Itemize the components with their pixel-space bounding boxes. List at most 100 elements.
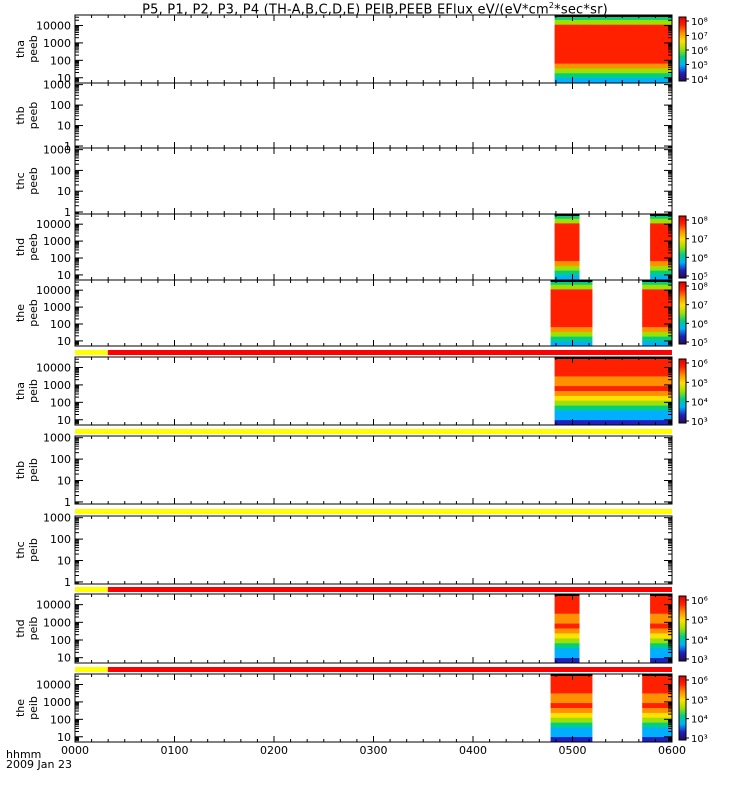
colorbar-tick-label: 10⁶	[691, 319, 708, 330]
colorbar	[678, 215, 687, 279]
panel-frame	[74, 213, 673, 281]
spectrogram-cell	[642, 336, 672, 342]
title-suffix: *sec*sr)	[554, 2, 608, 18]
spectrogram-cell	[642, 683, 672, 690]
x-tick-label: 0600	[658, 744, 686, 757]
spectrogram-cell	[550, 703, 593, 709]
colorbar-tick-label: 10⁵	[691, 338, 708, 349]
colorbar-tick-label: 10⁴	[691, 398, 708, 409]
spectrogram-cell	[642, 703, 672, 709]
y-tick-label: 10000	[36, 19, 71, 32]
date-label: 2009 Jan 23	[6, 758, 72, 771]
y-tick-label: 1000	[43, 37, 71, 50]
panel-thb-peeb: 1 10 100 1000 thb peeb	[14, 79, 673, 153]
y-tick-label: 1000	[43, 144, 71, 157]
y-tick-label: 100	[50, 453, 71, 466]
spectrogram-cell	[554, 228, 580, 234]
panel-frame	[74, 515, 673, 585]
spectrogram-cell	[554, 24, 672, 31]
spectrogram-cell	[554, 415, 672, 421]
colorbar	[678, 595, 687, 662]
y-tick-label: 10000	[36, 284, 71, 297]
spectrogram-cell	[554, 49, 672, 55]
spectrogram-cell	[642, 313, 672, 319]
spectrogram-cell	[650, 261, 672, 267]
y-tick-label: 1000	[43, 696, 71, 709]
y-tick-label: 1000	[43, 379, 71, 392]
colorbar-tick-label: 10⁶	[691, 253, 708, 264]
spectrogram-cell	[554, 405, 672, 411]
spectrogram-cell	[642, 688, 672, 694]
spectrogram-cell	[554, 73, 672, 79]
x-tick-label: 0200	[260, 744, 288, 757]
spectrogram-cell	[554, 15, 672, 21]
spectrogram-cell	[554, 648, 580, 654]
spectrogram-block	[642, 280, 672, 347]
title-prefix: P5, P1, P2, P3, P4 (TH-A,B,C,D,E) PEIB,P…	[142, 2, 549, 18]
spectrogram-cell	[642, 727, 672, 733]
spectrogram-cell	[650, 638, 672, 644]
y-axis-probe-label: thb	[14, 461, 27, 479]
x-tick-label: 0000	[61, 744, 89, 757]
colorbar-tick-label: 10⁵	[691, 695, 708, 706]
panel-frame	[74, 593, 673, 664]
y-tick-label: 1	[64, 206, 71, 219]
spectrogram-cell	[554, 420, 672, 426]
spectrogram-cell	[554, 237, 580, 243]
colorbar-tick-label: 10⁷	[691, 32, 708, 43]
y-tick-label: 1	[64, 496, 71, 509]
spectrogram-cell	[650, 643, 672, 649]
y-tick-label: 10	[57, 335, 71, 348]
spectrogram-cell	[554, 381, 672, 387]
spectrogram-cell	[642, 737, 672, 743]
y-tick-label: 100	[50, 54, 71, 67]
spectrogram-cell	[650, 658, 672, 664]
spectrogram-cell	[554, 232, 580, 239]
nodata-fringe	[554, 594, 580, 596]
spectrogram-cell	[650, 648, 672, 654]
spectrogram-block	[550, 674, 593, 743]
y-tick-label: 10	[57, 414, 71, 427]
spectrogram-cell	[550, 683, 593, 690]
spectrogram-cell	[554, 376, 672, 382]
panel-the-peeb: 10 100 1000 10000 the peeb 10⁵ 10⁶ 10⁷ 10⁸	[14, 279, 708, 355]
y-axis-probe-label: thb	[14, 106, 27, 124]
flag-bar-good	[107, 587, 672, 592]
y-axis-instrument-label: peib	[27, 696, 40, 720]
panel-thb-peib: 1 10 100 1000 thb peib	[14, 432, 673, 514]
spectrogram-cell	[554, 256, 580, 262]
spectrogram-cell	[650, 270, 672, 276]
figure-title: P5, P1, P2, P3, P4 (TH-A,B,C,D,E) PEIB,P…	[0, 1, 750, 17]
y-tick-label: 10	[57, 731, 71, 744]
spectrogram-cell	[554, 613, 580, 620]
colorbar-tick-label: 10⁵	[691, 378, 708, 389]
spectrogram-cell	[554, 265, 580, 272]
spectrogram-cell	[554, 39, 672, 45]
spectrogram-cell	[554, 628, 580, 634]
panel-thd-peeb: 10 100 1000 10000 thd peeb 10⁵ 10⁶ 10⁷ 10⁸	[14, 213, 708, 283]
spectrogram-cell	[554, 371, 672, 377]
spectrogram-cell	[642, 712, 672, 719]
spectrogram-cell	[650, 228, 672, 234]
spectrogram-cell	[642, 722, 672, 728]
spectrogram-cell	[554, 608, 580, 615]
spectrogram-cell	[550, 313, 593, 319]
spectrogram-block	[554, 214, 580, 281]
colorbar-tick-label: 10⁸	[691, 17, 708, 28]
y-tick-label: 10	[57, 652, 71, 665]
y-tick-label: 100	[50, 318, 71, 331]
spectrogram-cell	[550, 294, 593, 300]
spectrogram-block	[554, 15, 672, 84]
spectrogram-cell	[554, 410, 672, 416]
panel-thc-peeb: 1 10 100 1000 thc peeb	[14, 144, 673, 219]
y-tick-label: 1000	[43, 301, 71, 314]
y-tick-label: 100	[50, 99, 71, 112]
spectrogram-cell	[650, 618, 672, 624]
colorbar-tick-label: 10⁵	[691, 272, 708, 283]
nodata-fringe	[550, 674, 593, 676]
panel-tha-peeb: 10 100 1000 10000 tha peeb 10⁴ 10⁵ 10⁶ 10⁷ 10⁸	[14, 14, 708, 86]
colorbar-tick-label: 10⁸	[691, 216, 708, 227]
spectrogram-cell	[650, 214, 672, 220]
spectrogram-cell	[650, 232, 672, 239]
spectrogram-cell	[650, 603, 672, 610]
